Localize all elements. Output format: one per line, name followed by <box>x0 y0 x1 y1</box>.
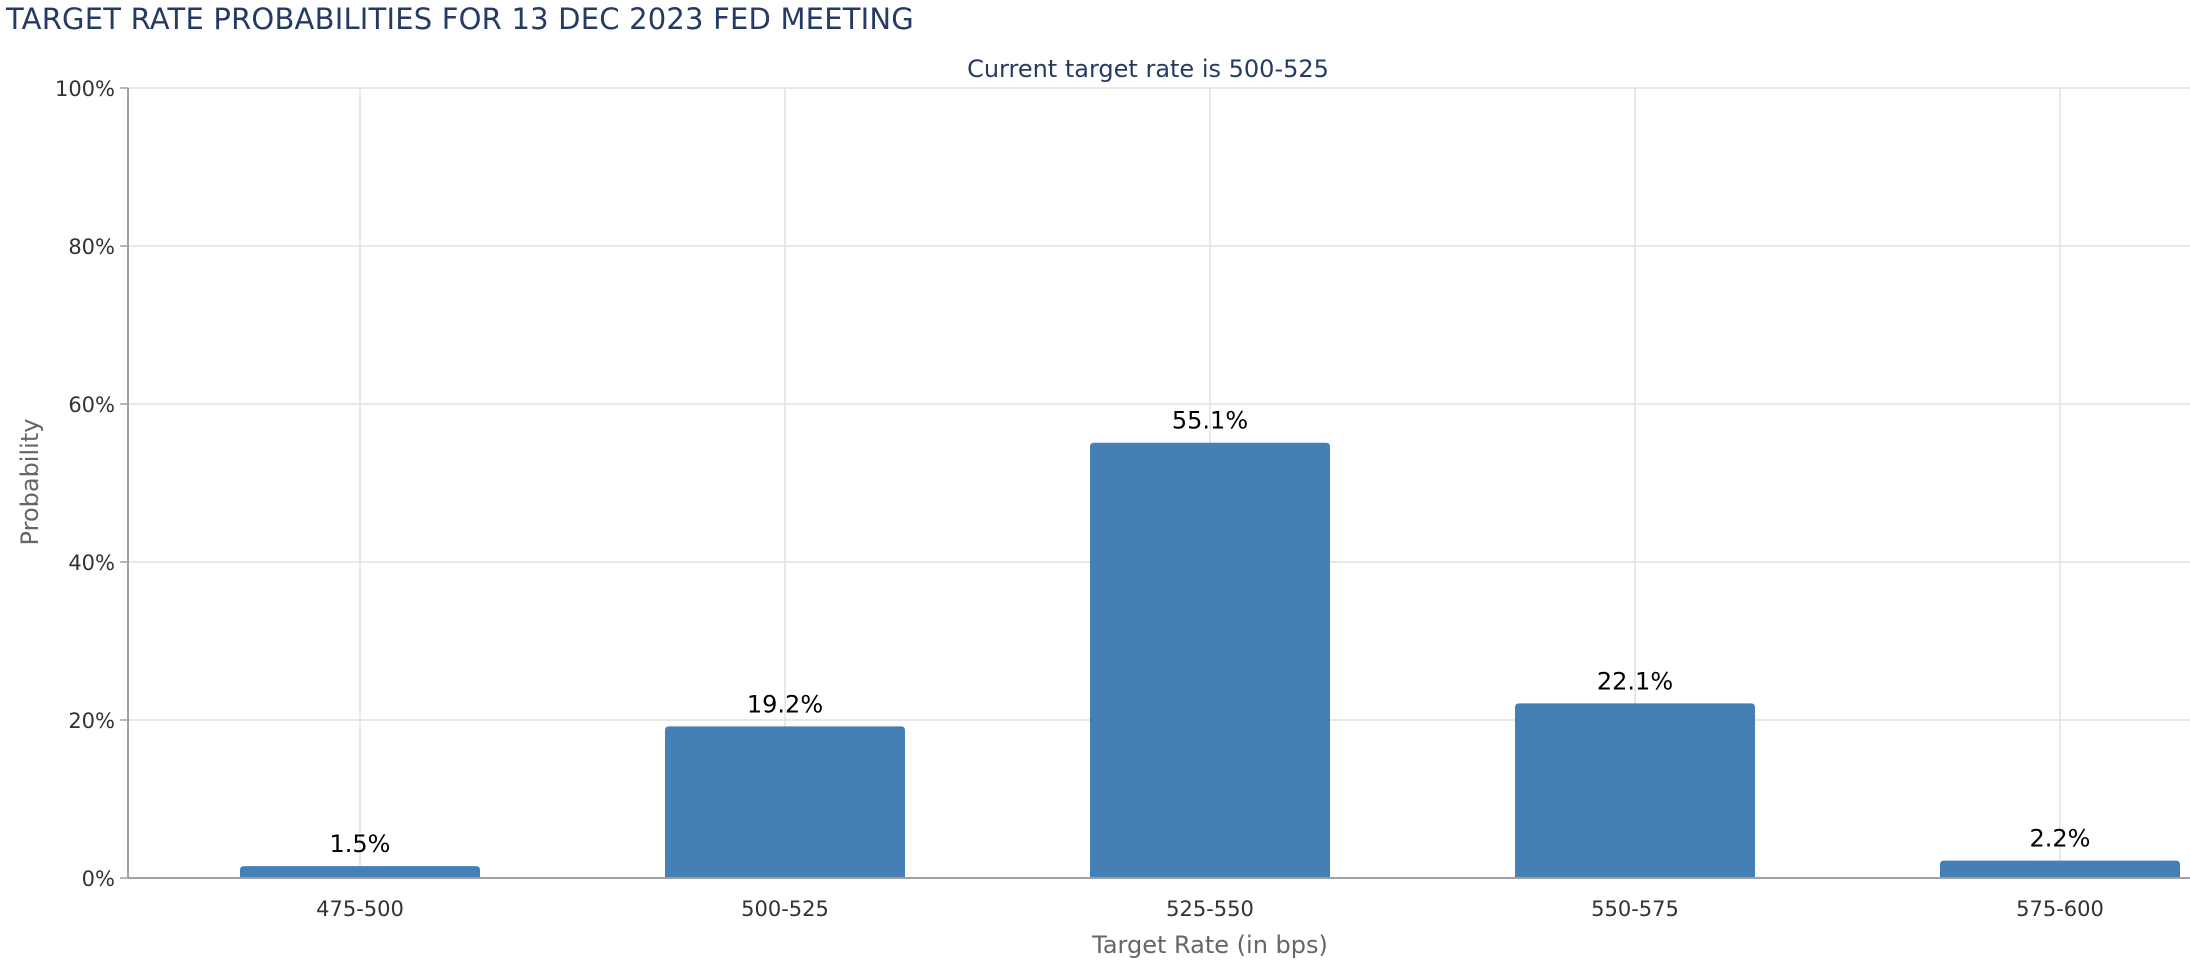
data-label: 2.2% <box>2030 825 2091 853</box>
x-tick-label: 500-525 <box>741 897 829 921</box>
data-label: 1.5% <box>330 830 391 858</box>
chart-title: TARGET RATE PROBABILITIES FOR 13 DEC 202… <box>6 2 914 36</box>
axes: 0% 20% 40% 60% 80% 100% 475-500 500-525 525-550 5… <box>55 77 2190 921</box>
y-tick-label: 40% <box>68 551 115 575</box>
x-tick-label: 550-575 <box>1591 897 1679 921</box>
data-label: 22.1% <box>1597 667 1673 695</box>
chart-subtitle: Current target rate is 500-525 <box>967 55 1329 83</box>
y-tick-label: 0% <box>82 867 115 891</box>
bar-525-550[interactable] <box>1090 442 1330 878</box>
x-tick-label: 475-500 <box>316 897 404 921</box>
x-tick-label: 575-600 <box>2016 897 2104 921</box>
y-tick-label: 80% <box>68 235 115 259</box>
y-tick-label: 100% <box>55 77 115 101</box>
bar-475-500[interactable] <box>240 866 480 878</box>
data-labels: 1.5% 19.2% 55.1% 22.1% 2.2% <box>330 407 2091 858</box>
bar-575-600[interactable] <box>1940 860 2180 878</box>
data-label: 19.2% <box>747 690 823 718</box>
y-tick-label: 20% <box>68 709 115 733</box>
data-label: 55.1% <box>1172 407 1248 435</box>
y-axis-title: Probability <box>16 419 44 546</box>
bar-550-575[interactable] <box>1515 703 1755 878</box>
x-tick-label: 525-550 <box>1166 897 1254 921</box>
bars <box>240 442 2180 878</box>
y-tick-label: 60% <box>68 393 115 417</box>
x-axis-title: Target Rate (in bps) <box>1091 931 1328 959</box>
bar-500-525[interactable] <box>665 726 905 878</box>
